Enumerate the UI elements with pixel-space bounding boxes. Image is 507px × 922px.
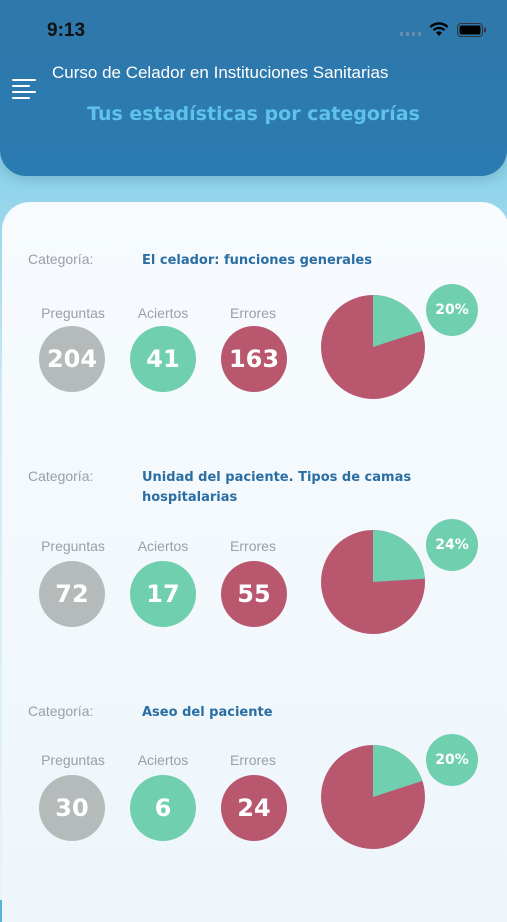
page-title: Tus estadísticas por categorías	[87, 103, 420, 125]
questions-label: Preguntas	[41, 305, 105, 321]
correct-count: 6	[130, 775, 196, 841]
category-label: Categoría:	[28, 251, 94, 267]
category-section: Categoría: El celador: funciones general…	[2, 202, 507, 422]
questions-count: 72	[39, 561, 105, 627]
app-header: 9:13 Curso de Celador en Instituciones S…	[0, 0, 507, 176]
questions-count: 204	[39, 326, 105, 392]
questions-count: 30	[39, 775, 105, 841]
results-pie-chart	[321, 745, 425, 849]
pie-correct-slice	[373, 745, 423, 797]
errors-label: Errores	[230, 752, 276, 768]
correct-count: 17	[130, 561, 196, 627]
cellular-signal-icon	[400, 24, 421, 36]
category-name: Aseo del paciente	[142, 705, 273, 720]
status-icons	[400, 22, 487, 37]
percentage-badge: 24%	[426, 519, 478, 571]
category-section: Categoría: Aseo del paciente Preguntas A…	[2, 654, 507, 874]
results-pie-chart	[321, 295, 425, 399]
correct-label: Aciertos	[137, 752, 189, 768]
category-section: Categoría: Unidad del paciente. Tipos de…	[2, 419, 507, 639]
category-name: El celador: funciones generales	[142, 253, 372, 268]
category-label: Categoría:	[28, 468, 94, 484]
errors-count: 24	[221, 775, 287, 841]
percentage-badge: 20%	[426, 734, 478, 786]
app-title: Curso de Celador en Instituciones Sanita…	[52, 63, 389, 82]
errors-count: 163	[221, 326, 287, 392]
percentage-badge: 20%	[426, 284, 478, 336]
results-pie-chart	[321, 530, 425, 634]
category-name: Unidad del paciente. Tipos de camas hosp…	[142, 470, 412, 505]
correct-label: Aciertos	[137, 305, 189, 321]
questions-label: Preguntas	[41, 538, 105, 554]
status-time: 9:13	[47, 20, 86, 41]
pie-correct-slice	[373, 530, 425, 582]
errors-label: Errores	[230, 538, 276, 554]
wifi-icon	[429, 22, 449, 37]
correct-label: Aciertos	[137, 538, 189, 554]
battery-icon	[457, 22, 487, 37]
pie-correct-slice	[373, 295, 423, 347]
menu-icon[interactable]	[12, 78, 38, 104]
correct-count: 41	[130, 326, 196, 392]
errors-label: Errores	[230, 305, 276, 321]
stats-card: Categoría: El celador: funciones general…	[2, 202, 507, 922]
category-label: Categoría:	[28, 703, 94, 719]
questions-label: Preguntas	[41, 752, 105, 768]
errors-count: 55	[221, 561, 287, 627]
